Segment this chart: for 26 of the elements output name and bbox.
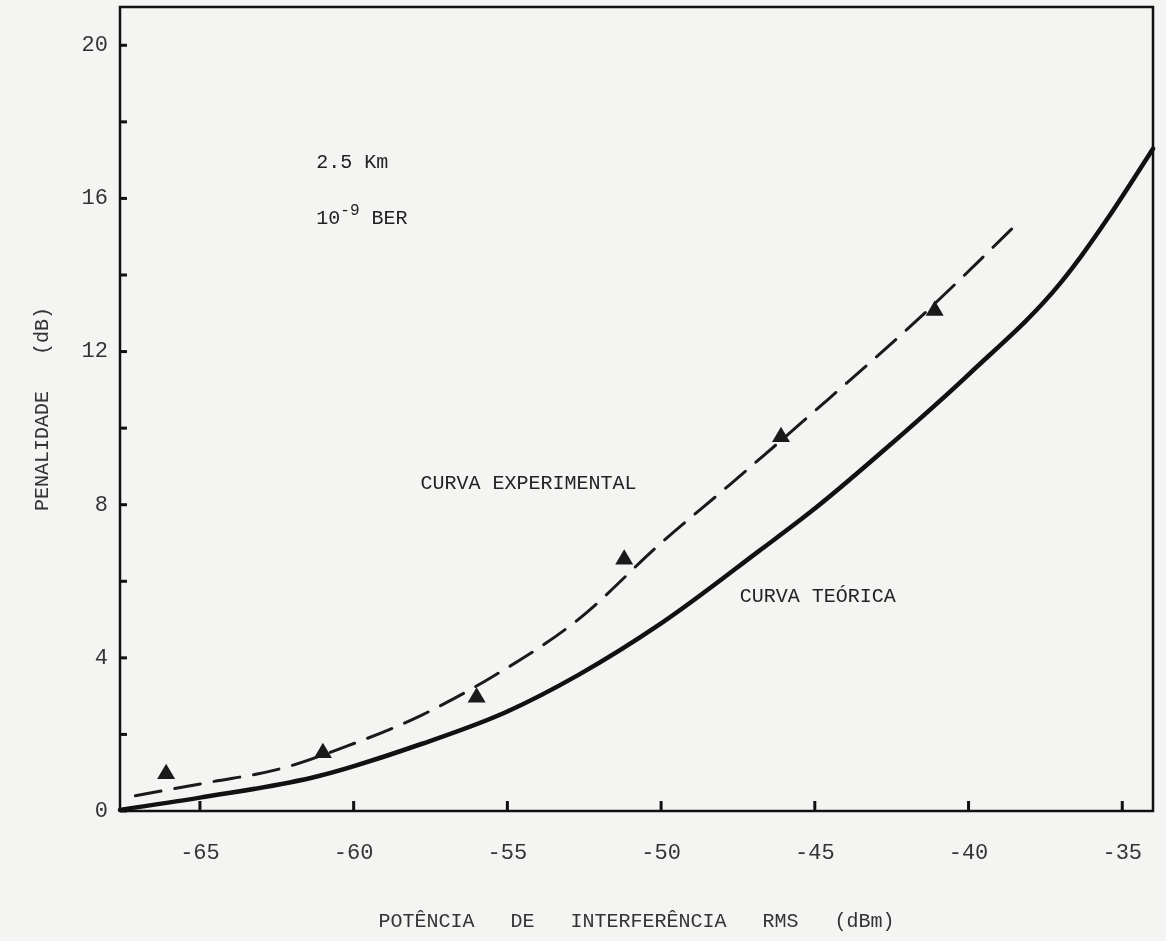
series-label: CURVA TEÓRICA [739, 584, 896, 608]
line-series [133, 227, 1014, 798]
x-tick-label: -35 [1102, 841, 1143, 866]
x-tick-label: -60 [333, 841, 374, 866]
x-axis-title: POTÊNCIA DE INTERFERÊNCIA RMS (dBm) [378, 910, 895, 933]
point [467, 687, 486, 703]
point [615, 549, 634, 565]
text: CURVA EXPERIMENTAL [420, 472, 637, 496]
y-tick-label: 8 [94, 492, 108, 518]
y-tick-label: 0 [94, 798, 108, 824]
y-tick-label: 12 [81, 339, 108, 365]
annotation: 10$^{-9}$ BER [316, 202, 408, 231]
y-axis-title: PENALIDADE (dB) [31, 306, 54, 512]
y-tick-label: 4 [94, 645, 108, 671]
x-tick-label: -45 [795, 841, 835, 866]
x-tick-label: -55 [487, 841, 528, 866]
x-tick-label: -65 [180, 841, 220, 866]
y-tick-label: 20 [81, 33, 108, 59]
point [772, 426, 790, 443]
point [313, 742, 332, 758]
annotation: 2.5 Km [316, 150, 389, 174]
y-tick-label: 16 [81, 186, 108, 212]
point [925, 300, 944, 316]
x-tick-label: -40 [948, 841, 989, 866]
point [157, 763, 176, 780]
x-tick-label: -50 [641, 841, 681, 866]
